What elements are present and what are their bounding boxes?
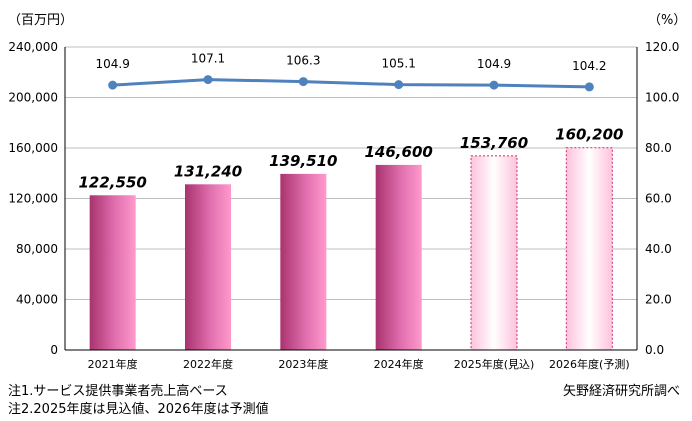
growth-rate-point <box>584 82 594 92</box>
bar-value-label: 160,200 <box>555 126 623 144</box>
growth-rate-label: 105.1 <box>381 57 415 71</box>
bar <box>375 164 422 350</box>
growth-rate-point <box>298 77 308 87</box>
growth-rate-label: 104.9 <box>477 57 511 71</box>
footnote-1: 注1.サービス提供事業者売上高ベース <box>8 384 228 399</box>
x-tick-label: 2025年度(見込) <box>454 357 535 371</box>
y2-tick-label: 0.0 <box>645 343 664 357</box>
y-tick-label: 40,000 <box>16 293 58 307</box>
y2-tick-label: 80.0 <box>645 141 672 155</box>
bar-value-label: 146,600 <box>365 143 433 161</box>
y2-tick-label: 60.0 <box>645 192 672 206</box>
bar-value-label: 131,240 <box>174 162 242 180</box>
growth-rate-point <box>489 80 499 90</box>
y-tick-label: 240,000 <box>8 40 58 54</box>
x-tick-label: 2021年度 <box>88 357 138 371</box>
y-tick-label: 0 <box>50 343 58 357</box>
y2-axis-unit-label: （%） <box>648 13 687 28</box>
growth-rate-label: 104.2 <box>572 59 606 73</box>
y2-tick-label: 120.0 <box>645 40 679 54</box>
growth-rate-point <box>394 80 404 90</box>
growth-rate-label: 104.9 <box>95 57 129 71</box>
growth-rate-line <box>112 78 590 89</box>
y-tick-label: 120,000 <box>8 192 58 206</box>
y2-tick-label: 100.0 <box>645 91 679 105</box>
y2-tick-label: 20.0 <box>645 293 672 307</box>
footnote-2: 注2.2025年度は見込値、2026年度は予測値 <box>8 402 269 417</box>
bar <box>565 147 613 351</box>
x-tick-label: 2022年度 <box>183 357 233 371</box>
bar-value-label: 122,550 <box>79 173 147 191</box>
y-axis-unit-label: （百万円） <box>8 13 74 28</box>
bar <box>89 195 136 350</box>
x-tick-label: 2024年度 <box>374 357 424 371</box>
bar <box>470 155 518 351</box>
bar-value-label: 153,760 <box>460 134 528 152</box>
growth-rate-point <box>108 80 118 90</box>
bar-value-label: 139,510 <box>269 152 337 170</box>
y-tick-label: 80,000 <box>16 242 58 256</box>
x-tick-label: 2023年度 <box>278 357 328 371</box>
y-tick-label: 200,000 <box>8 91 58 105</box>
growth-rate-label: 107.1 <box>191 52 225 66</box>
x-tick-label: 2026年度(予測) <box>549 357 630 371</box>
y2-tick-label: 40.0 <box>645 242 672 256</box>
bar <box>185 184 231 350</box>
growth-rate-point <box>203 75 213 85</box>
bar <box>280 173 327 350</box>
y-tick-label: 160,000 <box>8 141 58 155</box>
source-label: 矢野経済研究所調べ <box>562 384 680 399</box>
growth-rate-label: 106.3 <box>286 54 320 68</box>
